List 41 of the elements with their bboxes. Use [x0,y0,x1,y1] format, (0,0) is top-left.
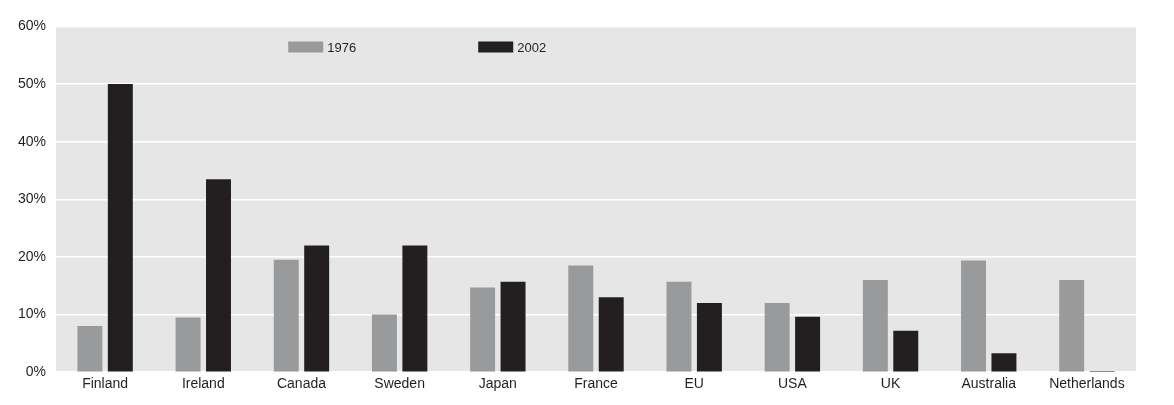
x-tick-label: USA [777,375,808,392]
bar [304,245,330,372]
bar [500,281,526,372]
y-tick-label: 0% [25,363,47,380]
x-tick-label: Ireland [181,375,225,392]
bar [568,265,594,372]
y-tick-label: 50% [17,74,47,91]
bar [175,317,201,372]
bar [402,245,428,372]
x-tick-label: Japan [478,375,517,392]
bar [77,326,103,372]
bar [371,314,397,372]
legend-label: 2002 [517,39,547,55]
bar [666,281,692,372]
legend-label: 1976 [327,39,357,55]
y-tick-label: 40% [17,132,47,149]
bar [795,316,821,372]
bar [273,259,299,372]
bar [764,303,790,372]
bar [1059,279,1085,372]
x-tick-label: Canada [276,375,327,392]
bar [961,260,986,372]
bar [893,330,919,372]
bar [107,84,133,372]
x-tick-label: Sweden [374,375,425,392]
bar [206,179,231,372]
x-tick-label: UK [880,375,901,392]
bar [598,297,624,372]
x-tick-label: France [574,375,619,392]
bar [696,303,722,372]
y-tick-label: 10% [17,305,47,322]
y-tick-label: 20% [17,247,47,264]
x-tick-label: Australia [961,375,1017,392]
x-tick-label: Finland [82,375,129,392]
bar [470,287,496,372]
bar [862,279,888,372]
x-tick-label: EU [684,375,704,392]
x-tick-label: Netherlands [1049,375,1125,392]
y-tick-label: 30% [17,190,47,207]
bar [991,353,1017,372]
y-tick-label: 60% [17,17,47,34]
